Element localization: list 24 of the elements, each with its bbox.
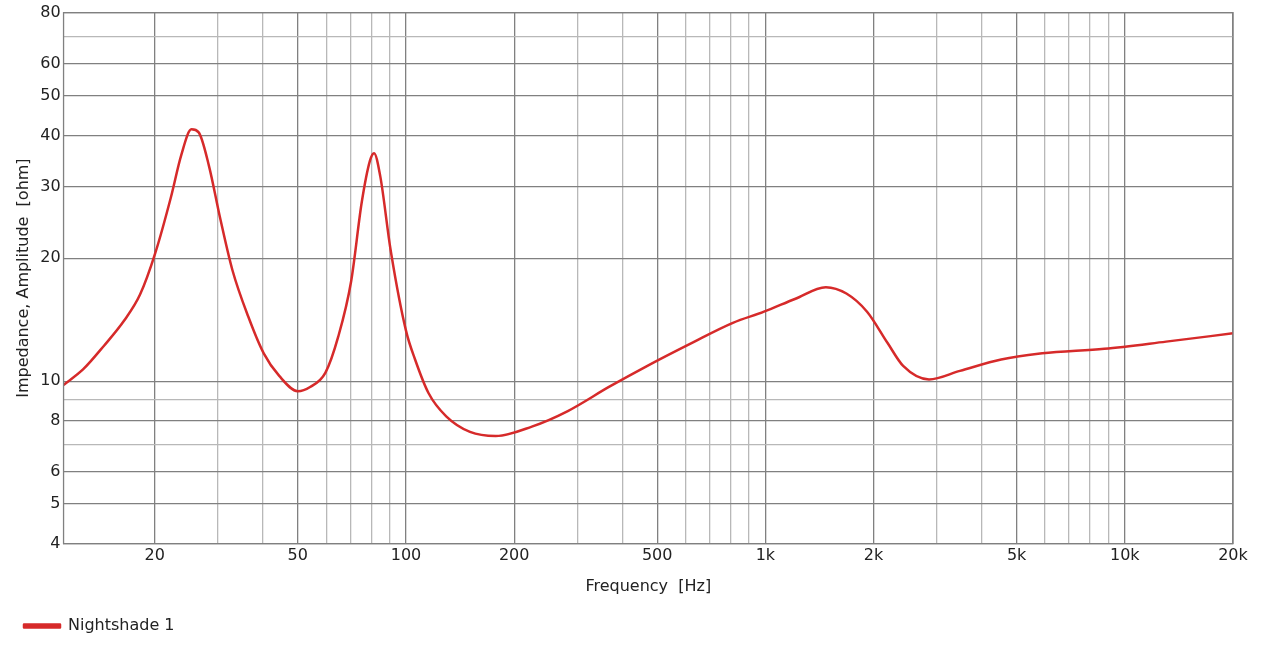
y-tick-label: 40 bbox=[40, 124, 61, 144]
x-tick-label: 2k bbox=[863, 545, 885, 565]
y-tick-label: 8 bbox=[50, 409, 61, 429]
x-tick-label: 50 bbox=[287, 545, 308, 565]
y-tick-label: 50 bbox=[40, 85, 61, 105]
x-axis-title: Frequency [Hz] bbox=[585, 575, 712, 595]
y-tick-label: 30 bbox=[40, 175, 61, 195]
y-tick-label: 20 bbox=[40, 247, 61, 267]
x-tick-label: 500 bbox=[641, 545, 673, 565]
y-tick-label: 60 bbox=[40, 52, 61, 72]
y-tick-label: 6 bbox=[50, 460, 61, 480]
x-tick-label: 20k bbox=[1218, 545, 1249, 565]
y-tick-label: 80 bbox=[40, 1, 61, 21]
x-tick-label: 10k bbox=[1109, 545, 1141, 565]
x-tick-label: 100 bbox=[390, 545, 422, 565]
x-tick-label: 20 bbox=[144, 545, 165, 565]
x-tick-label: 200 bbox=[498, 545, 530, 565]
legend-label: Nightshade 1 bbox=[68, 615, 175, 635]
x-tick-label: 1k bbox=[755, 545, 776, 565]
y-tick-label: 5 bbox=[50, 493, 61, 513]
y-tick-label: 10 bbox=[40, 370, 61, 390]
y-tick-label: 4 bbox=[50, 532, 61, 552]
y-axis-title: Impedance, Amplitude [ohm] bbox=[12, 158, 32, 398]
x-tick-label: 5k bbox=[1006, 545, 1028, 565]
